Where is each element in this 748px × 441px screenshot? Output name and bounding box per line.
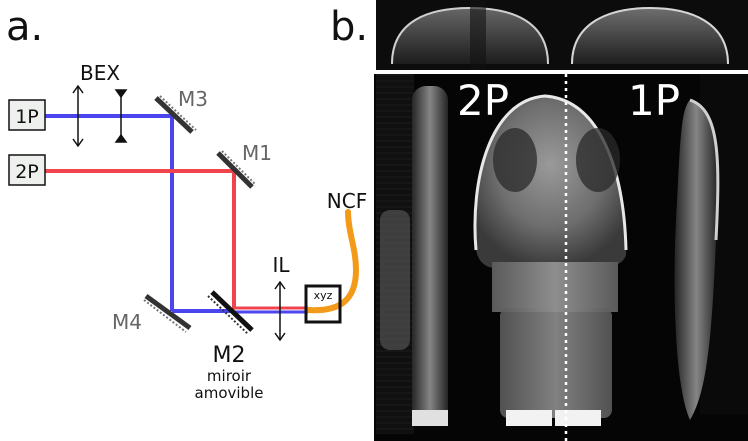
movable-mirror-caption-line2: amovible [195, 384, 264, 402]
mirror-m1-label: M1 [242, 141, 272, 165]
label-2p: 2P [457, 76, 509, 125]
source-1p-box: 1P [8, 99, 46, 131]
panel-a: a. 1P 2P BEX [6, 4, 367, 402]
side-view-right [674, 98, 720, 420]
fiber-ncf [305, 209, 360, 314]
mirror-m2-movable: M2 miroir amovible [195, 290, 264, 402]
mirror-m3-label: M3 [178, 87, 208, 111]
bex-convex-lens [72, 84, 84, 148]
top-view-left [391, 0, 549, 70]
fiber-label: NCF [327, 189, 367, 213]
mirror-m2-label: M2 [213, 343, 246, 368]
xyz-stage: xyz [304, 284, 342, 324]
panel-b-label: b. [330, 4, 368, 50]
label-1p: 1P [628, 76, 680, 125]
panel-a-label: a. [6, 4, 43, 50]
bex-concave-lens [114, 89, 128, 143]
mirror-m4-label: M4 [112, 310, 142, 334]
top-view-right [571, 6, 729, 65]
side-view-left [380, 86, 448, 426]
movable-mirror-caption-line1: miroir [207, 367, 252, 385]
panel-b: b. [330, 0, 748, 441]
source-2p-box: 2P [8, 154, 46, 186]
mirror-m3: M3 [154, 87, 208, 134]
dorsal-view [473, 94, 628, 426]
source-1p-label: 1P [15, 106, 39, 128]
mirror-m1: M1 [216, 141, 272, 189]
injection-lens [274, 280, 286, 342]
injection-lens-label: IL [272, 253, 290, 277]
beam-expander-label: BEX [80, 61, 120, 85]
mirror-m4: M4 [112, 293, 192, 334]
source-2p-label: 2P [15, 161, 39, 183]
xyz-stage-label: xyz [314, 289, 333, 302]
